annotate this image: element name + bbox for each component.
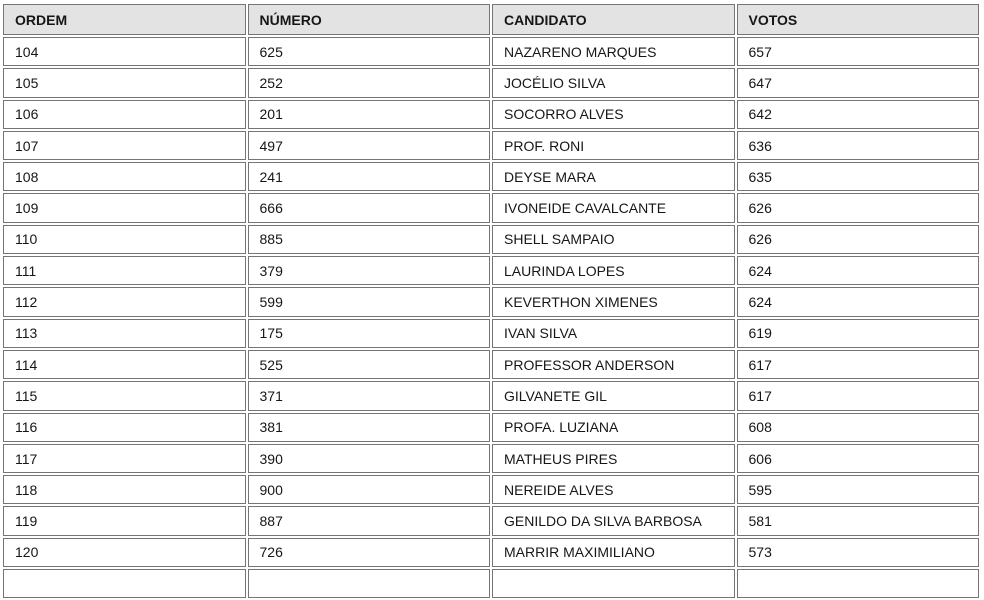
table-row: 119 887 GENILDO DA SILVA BARBOSA 581 [3,506,979,536]
table-row: 118 900 NEREIDE ALVES 595 [3,475,979,505]
cell-votos: 626 [736,193,979,223]
cell-votos: 595 [736,475,979,505]
cell-candidato: PROFA. LUZIANA [492,412,735,442]
cell-votos: 636 [736,130,979,161]
header-cell-ordem: ORDEM [3,4,246,35]
table-row: 108 241 DEYSE MARA 635 [3,162,979,192]
cell-ordem: 120 [3,537,246,568]
cell-candidato: IVAN SILVA [492,318,735,348]
cell-votos: 617 [736,381,979,411]
cell-numero: 371 [247,381,490,411]
cell-candidato: NAZARENO MARQUES [492,37,735,67]
table-row: 107 497 PROF. RONI 636 [3,130,979,161]
cell-candidato: IVONEIDE CAVALCANTE [492,193,735,223]
header-row: ORDEM NÚMERO CANDIDATO VOTOS [3,4,979,35]
table-row: 115 371 GILVANETE GIL 617 [3,381,979,411]
cell-numero: 900 [247,475,490,505]
cell-candidato: PROF. RONI [492,130,735,161]
cell-votos: 608 [736,412,979,442]
cell-numero: 497 [247,130,490,161]
cell-candidato: DEYSE MARA [492,162,735,192]
cell-numero: 252 [247,68,490,98]
cell-ordem: 117 [3,443,246,474]
cell-numero: 726 [247,537,490,568]
cell-numero: 379 [247,256,490,286]
cell-candidato [492,569,735,599]
cell-votos: 647 [736,68,979,98]
table-row-partial [3,569,979,599]
cell-votos: 581 [736,506,979,536]
cell-ordem: 108 [3,162,246,192]
header-cell-numero: NÚMERO [247,4,490,35]
cell-ordem: 111 [3,256,246,286]
cell-ordem [3,569,246,599]
cell-ordem: 106 [3,99,246,129]
cell-candidato: LAURINDA LOPES [492,256,735,286]
cell-numero: 625 [247,37,490,67]
cell-votos: 642 [736,99,979,129]
cell-candidato: NEREIDE ALVES [492,475,735,505]
cell-votos: 624 [736,287,979,317]
cell-candidato: GILVANETE GIL [492,381,735,411]
cell-candidato: PROFESSOR ANDERSON [492,349,735,380]
table-row: 113 175 IVAN SILVA 619 [3,318,979,348]
cell-ordem: 116 [3,412,246,442]
cell-ordem: 112 [3,287,246,317]
cell-candidato: SOCORRO ALVES [492,99,735,129]
cell-votos [736,569,979,599]
cell-ordem: 105 [3,68,246,98]
cell-ordem: 109 [3,193,246,223]
table-row: 112 599 KEVERTHON XIMENES 624 [3,287,979,317]
cell-ordem: 118 [3,475,246,505]
cell-candidato: GENILDO DA SILVA BARBOSA [492,506,735,536]
cell-ordem: 115 [3,381,246,411]
cell-votos: 657 [736,37,979,67]
header-cell-candidato: CANDIDATO [492,4,735,35]
cell-votos: 619 [736,318,979,348]
cell-votos: 626 [736,224,979,255]
cell-numero: 599 [247,287,490,317]
table-row: 106 201 SOCORRO ALVES 642 [3,99,979,129]
cell-votos: 606 [736,443,979,474]
cell-ordem: 110 [3,224,246,255]
table-row: 110 885 SHELL SAMPAIO 626 [3,224,979,255]
cell-ordem: 107 [3,130,246,161]
table-row: 109 666 IVONEIDE CAVALCANTE 626 [3,193,979,223]
cell-numero: 390 [247,443,490,474]
table-row: 104 625 NAZARENO MARQUES 657 [3,37,979,67]
table-row: 114 525 PROFESSOR ANDERSON 617 [3,349,979,380]
table-row: 117 390 MATHEUS PIRES 606 [3,443,979,474]
cell-numero: 887 [247,506,490,536]
cell-candidato: MATHEUS PIRES [492,443,735,474]
cell-votos: 573 [736,537,979,568]
cell-votos: 624 [736,256,979,286]
table-row: 120 726 MARRIR MAXIMILIANO 573 [3,537,979,568]
cell-ordem: 113 [3,318,246,348]
cell-numero: 666 [247,193,490,223]
cell-ordem: 119 [3,506,246,536]
cell-numero: 381 [247,412,490,442]
cell-numero: 525 [247,349,490,380]
cell-numero: 885 [247,224,490,255]
cell-votos: 617 [736,349,979,380]
cell-votos: 635 [736,162,979,192]
header-cell-votos: VOTOS [736,4,979,35]
cell-candidato: KEVERTHON XIMENES [492,287,735,317]
cell-numero [247,569,490,599]
cell-candidato: MARRIR MAXIMILIANO [492,537,735,568]
cell-ordem: 114 [3,349,246,380]
table-row: 111 379 LAURINDA LOPES 624 [3,256,979,286]
cell-numero: 241 [247,162,490,192]
cell-candidato: SHELL SAMPAIO [492,224,735,255]
cell-numero: 201 [247,99,490,129]
table-row: 116 381 PROFA. LUZIANA 608 [3,412,979,442]
cell-candidato: JOCÉLIO SILVA [492,68,735,98]
cell-ordem: 104 [3,37,246,67]
cell-numero: 175 [247,318,490,348]
table-row: 105 252 JOCÉLIO SILVA 647 [3,68,979,98]
